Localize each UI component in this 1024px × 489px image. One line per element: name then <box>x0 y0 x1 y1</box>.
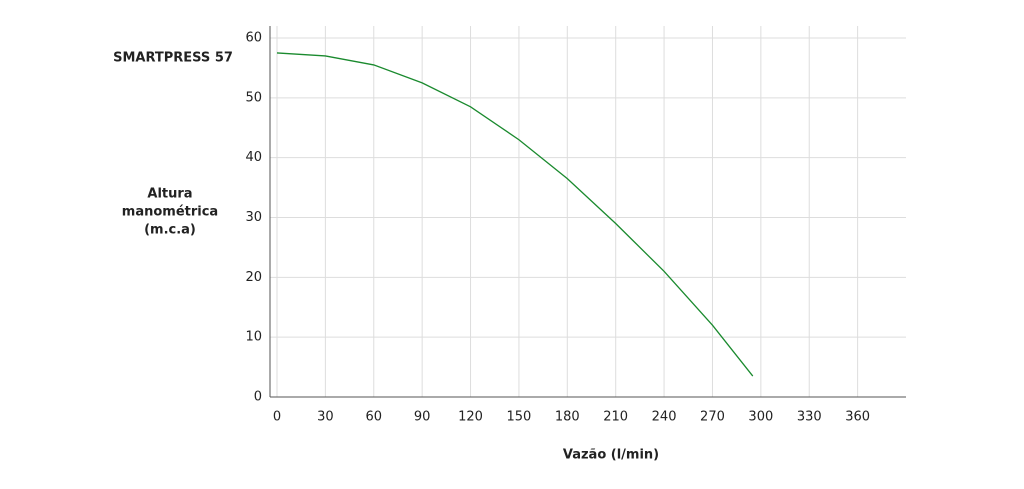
y-axis-label: (m.c.a) <box>144 223 196 238</box>
line-series <box>276 52 754 377</box>
x-tick-label: 330 <box>797 410 822 425</box>
x-tick-label: 240 <box>652 410 677 425</box>
x-tick-label: 60 <box>365 410 382 425</box>
chart-title: SMARTPRESS 57 <box>113 51 233 66</box>
x-tick-label: 360 <box>845 410 870 425</box>
x-tick-label: 120 <box>458 410 483 425</box>
x-tick-label: 300 <box>748 410 773 425</box>
y-axis-label: manométrica <box>122 205 218 220</box>
x-tick-label: 90 <box>414 410 431 425</box>
x-tick-label: 180 <box>555 410 580 425</box>
y-tick-label: 20 <box>245 270 262 285</box>
x-tick-label: 0 <box>273 410 281 425</box>
x-tick-label: 150 <box>507 410 532 425</box>
y-tick-label: 60 <box>245 31 262 46</box>
x-tick-label: 270 <box>700 410 725 425</box>
y-tick-label: 30 <box>245 210 262 225</box>
y-tick-label: 0 <box>254 390 262 405</box>
y-axis-label: Altura <box>147 187 192 202</box>
x-tick-label: 30 <box>317 410 334 425</box>
y-tick-label: 50 <box>245 90 262 105</box>
x-axis-label: Vazão (l/min) <box>563 448 659 463</box>
y-tick-label: 10 <box>245 330 262 345</box>
y-tick-label: 40 <box>245 150 262 165</box>
x-tick-label: 210 <box>603 410 628 425</box>
